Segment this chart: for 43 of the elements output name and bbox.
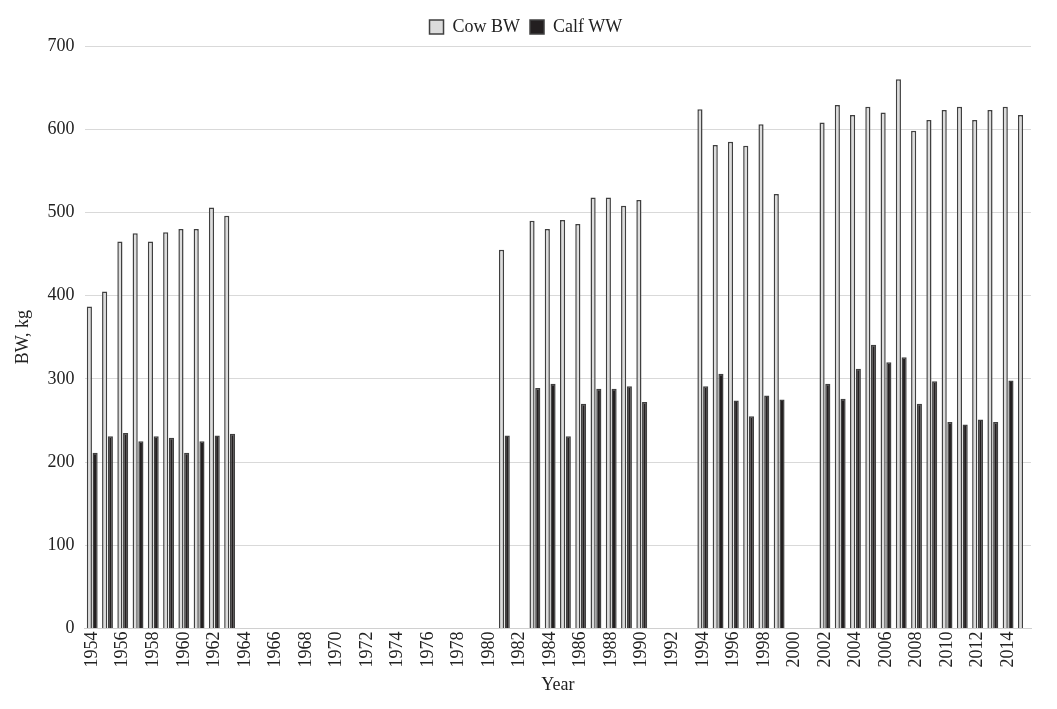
y-tick-label: 200	[47, 450, 75, 471]
y-tick-label: 400	[47, 284, 75, 305]
y-tick-label: 300	[47, 367, 75, 388]
x-tick-label: 1958	[142, 631, 163, 668]
x-axis-title: Year	[541, 673, 575, 694]
x-tick-label: 1980	[477, 631, 498, 668]
legend-label: Cow BW	[452, 15, 521, 36]
y-tick-label: 700	[47, 34, 75, 55]
x-tick-label: 1962	[203, 631, 224, 668]
x-tick-label: 1978	[447, 631, 468, 668]
x-tick-label: 1986	[569, 631, 590, 668]
x-tick-label: 2000	[783, 631, 804, 668]
x-tick-label: 1992	[661, 631, 682, 668]
x-tick-label: 2002	[813, 631, 834, 668]
x-tick-label: 1976	[416, 631, 437, 668]
x-tick-label: 1968	[294, 631, 315, 668]
x-tick-label: 1954	[80, 631, 101, 668]
y-tick-label: 600	[47, 117, 75, 138]
x-tick-label: 1982	[508, 631, 529, 668]
x-tick-label: 1994	[691, 631, 712, 668]
y-tick-label: 500	[47, 201, 75, 222]
x-tick-label: 1966	[264, 631, 285, 668]
x-tick-label: 2004	[844, 631, 865, 668]
x-tick-label: 1972	[355, 631, 376, 668]
x-tick-label: 1960	[172, 631, 193, 668]
x-tick-label: 1996	[722, 631, 743, 668]
x-tick-label: 1984	[538, 631, 559, 668]
x-tick-label: 1998	[752, 631, 773, 668]
y-axis-title: BW, kg	[11, 310, 32, 365]
x-tick-label: 2006	[874, 631, 895, 668]
x-tick-label: 2014	[996, 631, 1017, 668]
x-tick-label: 2012	[966, 631, 987, 668]
x-tick-label: 1964	[233, 631, 254, 668]
x-tick-label: 1956	[111, 631, 132, 668]
x-tick-label: 1970	[325, 631, 346, 668]
legend-label: Calf WW	[553, 15, 623, 36]
x-tick-label: 1974	[386, 631, 407, 668]
x-tick-label: 2010	[935, 631, 956, 668]
x-tick-label: 2008	[905, 631, 926, 668]
x-tick-label: 1988	[599, 631, 620, 668]
x-tick-label: 1990	[630, 631, 651, 668]
y-tick-label: 100	[47, 533, 75, 554]
y-tick-label: 0	[65, 617, 75, 638]
